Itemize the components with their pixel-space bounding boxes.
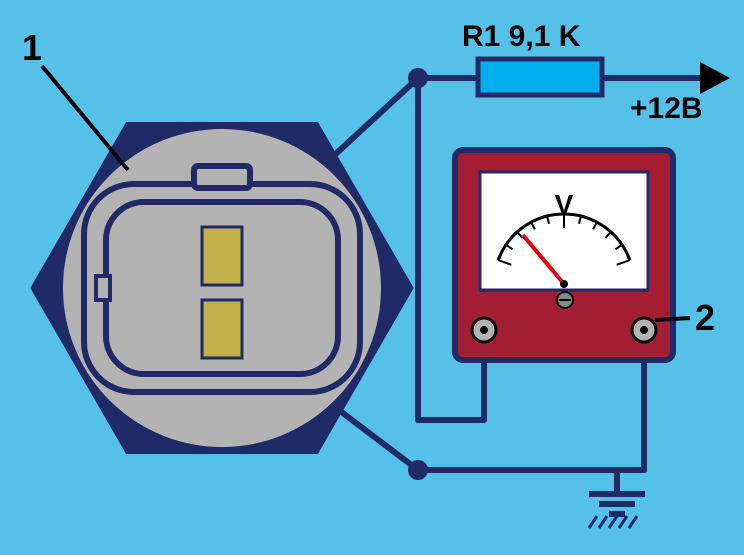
voltmeter-terminal-left-inner: [480, 326, 488, 334]
supply-label: +12В: [630, 92, 703, 125]
voltmeter: V: [455, 150, 673, 360]
voltmeter-unit-label: V: [555, 189, 574, 220]
sensor-connector-tab: [194, 166, 250, 188]
callout-2-label: 2: [695, 297, 715, 338]
sensor-key-notch: [96, 276, 110, 300]
circuit-diagram: V 1 2 R1 9,1 K +12В: [0, 0, 744, 555]
resistor-r1: [478, 59, 602, 95]
sensor-pin-bottom: [202, 300, 242, 358]
resistor-label: R1 9,1 K: [462, 20, 581, 53]
callout-1-label: 1: [22, 27, 42, 68]
sensor-pin-top: [202, 227, 242, 285]
voltmeter-pivot: [560, 280, 568, 288]
voltmeter-terminal-right-inner: [640, 326, 648, 334]
callout-2-leader: [655, 318, 690, 320]
